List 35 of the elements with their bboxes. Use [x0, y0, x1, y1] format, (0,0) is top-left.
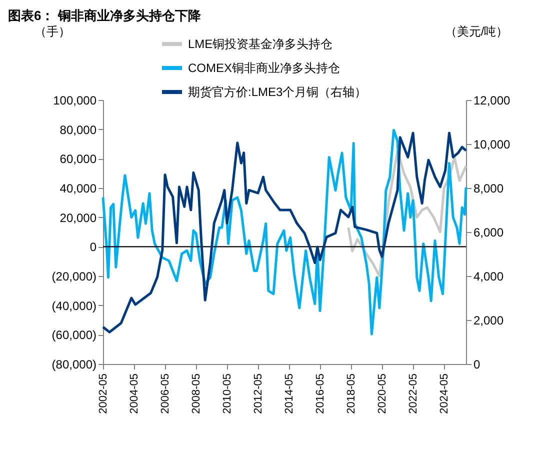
y-tick-label: (20,000)	[52, 270, 96, 284]
y-tick-label: (60,000)	[52, 328, 96, 342]
y2-tick-label: 0	[474, 358, 480, 372]
legend-label: LME铜投资基金净多头持仓	[188, 37, 333, 51]
y2-axis-title: （美元/吨）	[444, 24, 508, 38]
x-tick-label: 2002-05	[98, 374, 110, 414]
legend-label: 期货官方价:LME3个月铜（右轴）	[188, 85, 367, 99]
y2-tick-label: 8,000	[474, 182, 504, 196]
y-tick-label: (80,000)	[52, 358, 96, 372]
x-tick-label: 2006-05	[160, 374, 172, 414]
y2-tick-label: 10,000	[474, 138, 511, 152]
x-tick-label: 2012-05	[252, 374, 265, 414]
x-tick-label: 2016-05	[314, 374, 327, 414]
y2-tick-label: 2,000	[474, 314, 504, 328]
x-tick-label: 2024-05	[438, 374, 451, 414]
y-tick-label: 80,000	[60, 122, 97, 137]
x-tick-label: 2008-05	[190, 374, 203, 414]
y-tick-label: (40,000)	[52, 298, 96, 313]
x-tick-label: 2004-05	[128, 374, 141, 414]
x-tick-label: 2020-05	[376, 374, 389, 414]
y-tick-label: 60,000	[60, 152, 97, 166]
x-tick-label: 2018-05	[346, 374, 358, 414]
x-tick-label: 2014-05	[284, 374, 296, 414]
y-tick-label: 100,000	[53, 94, 97, 108]
chart-title: 图表6： 铜非商业净多头持仓下降	[8, 8, 202, 23]
y-axis-title: （手）	[34, 24, 70, 38]
x-tick-label: 2022-05	[407, 374, 420, 414]
y2-tick-label: 6,000	[474, 226, 504, 240]
y-tick-label: 0	[90, 240, 97, 254]
y2-tick-label: 12,000	[474, 94, 511, 108]
y2-tick-label: 4,000	[474, 270, 504, 284]
x-tick-label: 2010-05	[222, 374, 234, 414]
legend-label: COMEX铜非商业净多头持仓	[188, 61, 340, 75]
y-tick-label: 20,000	[60, 210, 97, 225]
y-tick-label: 40,000	[60, 182, 97, 196]
